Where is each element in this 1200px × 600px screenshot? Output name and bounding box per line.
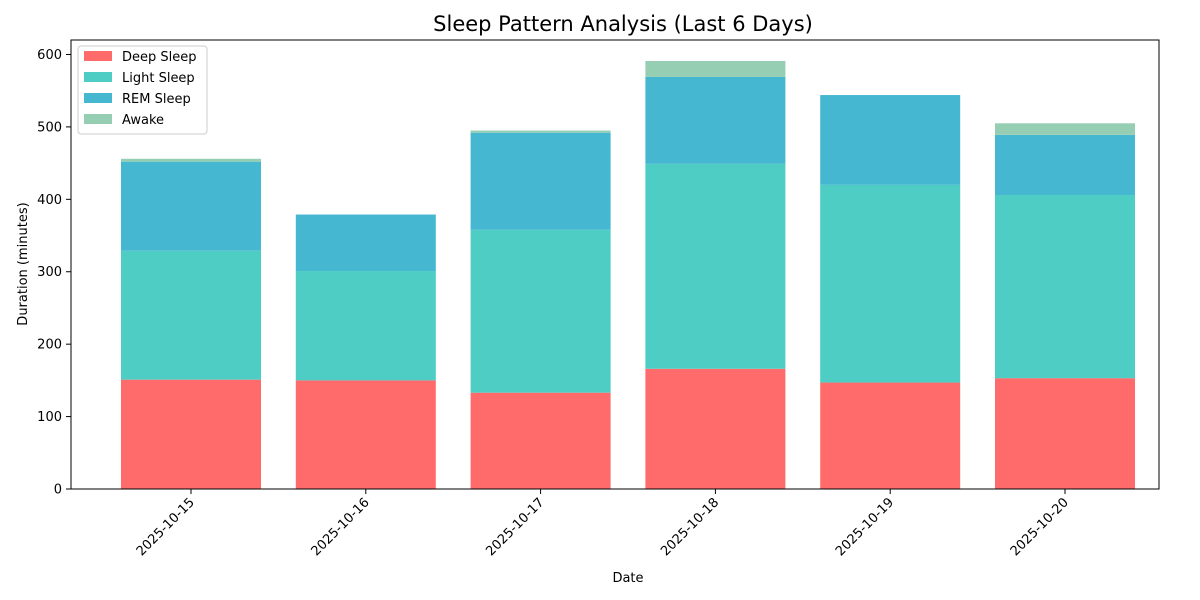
legend-swatch bbox=[84, 93, 112, 103]
bar-awake-2025-10-15 bbox=[121, 158, 261, 162]
bar-deep-sleep-2025-10-19 bbox=[820, 382, 961, 489]
bar-rem-sleep-2025-10-15 bbox=[121, 161, 261, 251]
bar-awake-2025-10-17 bbox=[470, 130, 611, 133]
x-axis-title: Date bbox=[612, 571, 643, 586]
bar-rem-sleep-2025-10-19 bbox=[820, 95, 961, 185]
legend: Deep Sleep Light Sleep REM Sleep Awake bbox=[77, 45, 208, 135]
bar-deep-sleep-2025-10-15 bbox=[121, 379, 261, 489]
bar-rem-sleep-2025-10-16 bbox=[295, 214, 436, 272]
bar-light-sleep-2025-10-20 bbox=[995, 194, 1135, 379]
x-tick-label: 2025-10-16 bbox=[309, 495, 373, 559]
chart-title: Sleep Pattern Analysis (Last 6 Days) bbox=[433, 12, 813, 36]
y-tick-label: 400 bbox=[37, 193, 62, 208]
bar-rem-sleep-2025-10-17 bbox=[470, 132, 611, 230]
bar-rem-sleep-2025-10-18 bbox=[645, 76, 786, 164]
legend-box bbox=[77, 45, 208, 135]
y-tick-label: 100 bbox=[37, 410, 62, 425]
bar-light-sleep-2025-10-16 bbox=[295, 271, 436, 381]
bar-light-sleep-2025-10-18 bbox=[645, 163, 786, 369]
bar-light-sleep-2025-10-15 bbox=[121, 250, 261, 380]
x-tick-label: 2025-10-17 bbox=[483, 495, 547, 559]
legend-label: Light Sleep bbox=[122, 71, 195, 86]
bar-light-sleep-2025-10-17 bbox=[470, 229, 611, 393]
bars-group bbox=[121, 61, 1135, 489]
legend-label: Awake bbox=[122, 113, 164, 128]
bar-deep-sleep-2025-10-18 bbox=[645, 368, 786, 489]
legend-swatch bbox=[84, 51, 112, 61]
y-tick-label: 300 bbox=[37, 265, 62, 280]
y-tick-label: 200 bbox=[37, 338, 62, 353]
bar-awake-2025-10-18 bbox=[645, 61, 786, 77]
bar-rem-sleep-2025-10-20 bbox=[995, 134, 1135, 195]
bar-awake-2025-10-20 bbox=[995, 123, 1135, 135]
y-axis: 0 100 200 300 400 500 600 bbox=[37, 48, 71, 498]
bar-deep-sleep-2025-10-17 bbox=[470, 392, 611, 489]
y-tick-label: 500 bbox=[37, 120, 62, 135]
x-tick-label: 2025-10-18 bbox=[658, 495, 722, 559]
legend-swatch bbox=[84, 72, 112, 82]
x-tick-label: 2025-10-20 bbox=[1008, 495, 1072, 559]
bar-deep-sleep-2025-10-20 bbox=[995, 378, 1135, 489]
bar-deep-sleep-2025-10-16 bbox=[295, 380, 436, 489]
y-axis-title: Duration (minutes) bbox=[16, 202, 31, 325]
plot-frame bbox=[70, 39, 1160, 490]
y-tick-label: 0 bbox=[54, 483, 62, 498]
legend-swatch bbox=[84, 114, 112, 124]
y-tick-label: 600 bbox=[37, 48, 62, 63]
legend-label: REM Sleep bbox=[122, 92, 191, 107]
x-tick-label: 2025-10-15 bbox=[134, 495, 198, 559]
bar-light-sleep-2025-10-19 bbox=[820, 184, 961, 383]
x-tick-label: 2025-10-19 bbox=[833, 495, 897, 559]
legend-label: Deep Sleep bbox=[122, 50, 197, 65]
x-axis: 2025-10-15 2025-10-16 2025-10-17 2025-10-18… bbox=[134, 489, 1072, 559]
